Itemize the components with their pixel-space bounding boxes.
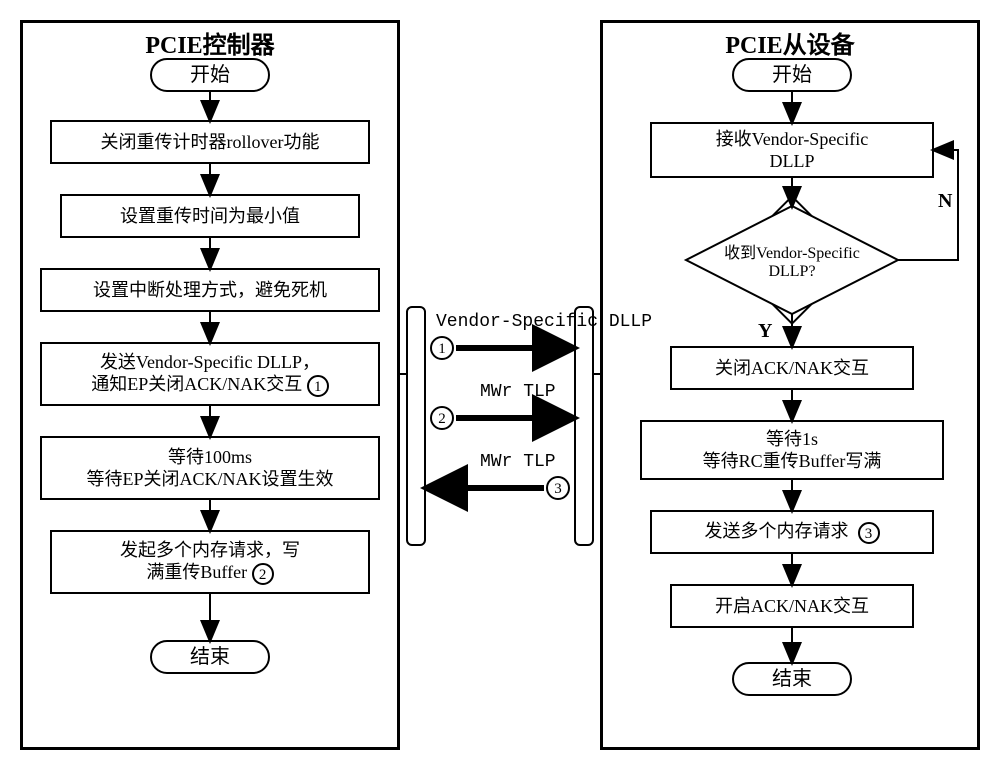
- left-step-1-label: 设置重传时间为最小值: [120, 205, 300, 228]
- right-step-3: 开启ACK/NAK交互: [670, 584, 914, 628]
- msg-circle-1: 1: [430, 336, 454, 360]
- right-start: 开始: [732, 58, 852, 92]
- left-step-5: 发起多个内存请求，写 满重传Buffer 2: [50, 530, 370, 594]
- left-step-3-label: 发送Vendor-Specific DLLP， 通知EP关闭ACK/NAK交互 …: [91, 351, 329, 397]
- bridge-right-bar: [574, 306, 594, 546]
- circle-1-inline: 1: [307, 375, 329, 397]
- right-step-3-label: 开启ACK/NAK交互: [715, 595, 869, 618]
- left-step-2: 设置中断处理方式，避免死机: [40, 268, 380, 312]
- right-recv: 接收Vendor-Specific DLLP: [650, 122, 934, 178]
- yes-label: Y: [758, 320, 772, 343]
- msg-label-2: MWr TLP: [480, 382, 556, 402]
- right-decision-text: 收到Vendor-Specific DLLP?: [680, 200, 904, 320]
- left-start: 开始: [150, 58, 270, 92]
- no-label: N: [938, 190, 952, 213]
- left-step-5-label: 发起多个内存请求，写 满重传Buffer 2: [120, 539, 300, 585]
- left-step-0: 关闭重传计时器rollover功能: [50, 120, 370, 164]
- bridge-left-bar: [406, 306, 426, 546]
- circle-3-inline: 3: [858, 522, 880, 544]
- msg-label-1: Vendor-Specific DLLP: [436, 312, 652, 332]
- right-end: 结束: [732, 662, 852, 696]
- left-step-3: 发送Vendor-Specific DLLP， 通知EP关闭ACK/NAK交互 …: [40, 342, 380, 406]
- msg-circle-2: 2: [430, 406, 454, 430]
- circle-2-inline: 2: [252, 563, 274, 585]
- left-step-4: 等待100ms 等待EP关闭ACK/NAK设置生效: [40, 436, 380, 500]
- right-recv-label: 接收Vendor-Specific DLLP: [716, 128, 869, 173]
- left-step-2-label: 设置中断处理方式，避免死机: [93, 279, 327, 302]
- msg-label-3: MWr TLP: [480, 452, 556, 472]
- right-step-1: 等待1s 等待RC重传Buffer写满: [640, 420, 944, 480]
- right-step-2: 发送多个内存请求 3: [650, 510, 934, 554]
- msg-circle-3: 3: [546, 476, 570, 500]
- left-step-0-label: 关闭重传计时器rollover功能: [101, 131, 320, 154]
- left-end: 结束: [150, 640, 270, 674]
- right-step-2-label: 发送多个内存请求 3: [705, 520, 880, 544]
- left-title: PCIE控制器: [23, 25, 397, 60]
- left-step-4-label: 等待100ms 等待EP关闭ACK/NAK设置生效: [86, 446, 333, 491]
- left-step-1: 设置重传时间为最小值: [60, 194, 360, 238]
- right-step-1-label: 等待1s 等待RC重传Buffer写满: [703, 428, 882, 473]
- right-title: PCIE从设备: [603, 25, 977, 60]
- right-step-0: 关闭ACK/NAK交互: [670, 346, 914, 390]
- right-step-0-label: 关闭ACK/NAK交互: [715, 357, 869, 380]
